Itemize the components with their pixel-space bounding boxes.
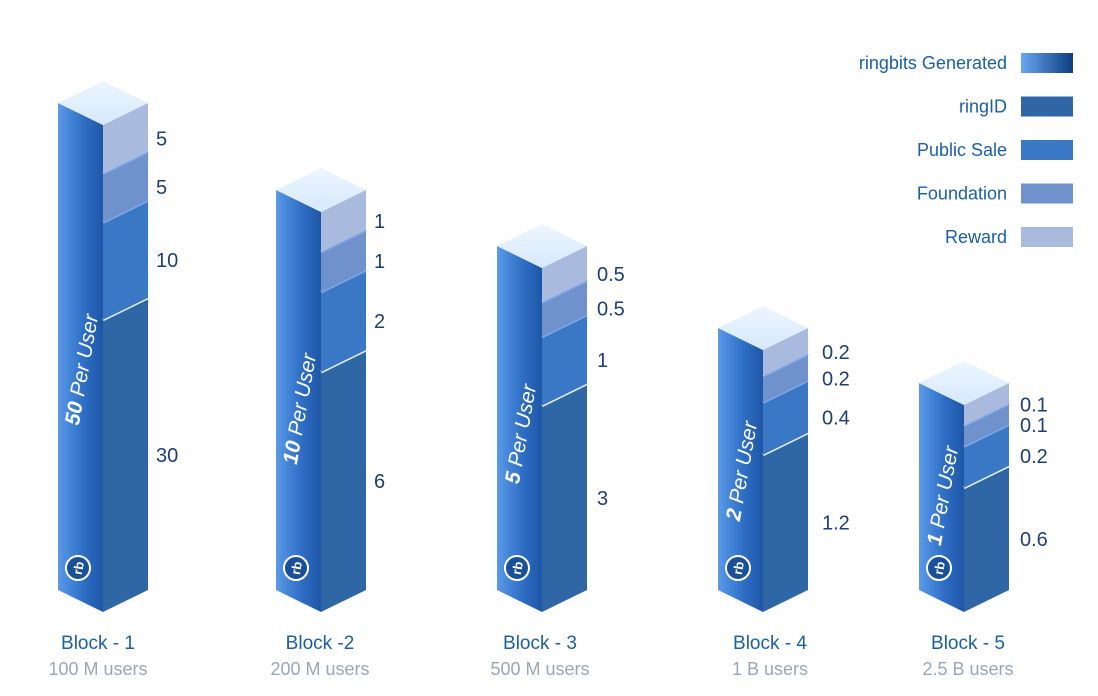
legend-label: ringbits Generated xyxy=(859,53,1007,73)
legend-swatch xyxy=(1021,227,1073,247)
legend-label: ringID xyxy=(959,97,1007,117)
legend-entry: ringID xyxy=(959,96,1073,117)
bar-segment-reward xyxy=(103,103,148,174)
category-label: Block - 5 xyxy=(931,633,1005,654)
bar-segment-foundation xyxy=(321,230,366,292)
per-user-number: 2 xyxy=(722,507,747,524)
legend-entry: Public Sale xyxy=(917,140,1073,160)
rb-logo-icon: rb xyxy=(504,555,530,581)
bar-segment-public-sale xyxy=(103,200,148,320)
bar-segment-ringid xyxy=(763,432,808,612)
category-subtitle: 200 M users xyxy=(270,659,369,679)
block-top-face xyxy=(276,168,366,212)
bar-segment-ringid xyxy=(542,383,587,612)
block-top-face xyxy=(58,81,148,125)
block-top-face xyxy=(497,224,587,268)
bar-segment-reward xyxy=(964,383,1009,426)
block-front-face xyxy=(497,246,542,612)
value-label-foundation: 0.2 xyxy=(822,368,850,390)
bar-segment-public-sale xyxy=(542,314,587,406)
value-label-public-sale: 0.2 xyxy=(1020,446,1048,468)
value-label-public-sale: 1 xyxy=(597,350,608,372)
svg-text:rb: rb xyxy=(730,560,747,575)
svg-text:rb: rb xyxy=(288,560,305,575)
block-top-face xyxy=(718,306,808,350)
block-front-face xyxy=(276,190,321,612)
bar-segment-reward xyxy=(542,246,587,303)
value-label-reward: 0.1 xyxy=(1020,394,1048,416)
legend-entry: Reward xyxy=(945,227,1073,247)
rb-logo-icon: rb xyxy=(283,555,309,581)
value-label-foundation: 0.5 xyxy=(597,299,625,321)
per-user-number: 5 xyxy=(501,470,526,486)
category-subtitle: 1 B users xyxy=(732,659,808,679)
legend-label: Reward xyxy=(945,227,1007,247)
value-label-reward: 1 xyxy=(374,211,385,233)
per-user-number: 50 xyxy=(61,400,88,427)
legend-swatch xyxy=(1021,183,1073,204)
category-label: Block -2 xyxy=(286,633,355,654)
svg-text:rb: rb xyxy=(70,560,87,575)
category-subtitle: 100 M users xyxy=(48,659,147,679)
value-label-foundation: 1 xyxy=(374,251,385,273)
value-label-reward: 0.2 xyxy=(822,342,850,364)
bar-segment-foundation xyxy=(542,280,587,337)
bar-segment-reward xyxy=(763,328,808,377)
value-label-ringid: 0.6 xyxy=(1020,529,1048,551)
block-top-face xyxy=(919,361,1009,405)
category-label: Block - 3 xyxy=(503,633,577,654)
value-label-public-sale: 2 xyxy=(374,311,385,333)
block-front-face xyxy=(718,328,763,612)
value-label-reward: 5 xyxy=(156,128,167,150)
bar-segment-public-sale xyxy=(763,380,808,455)
svg-text:rb: rb xyxy=(509,560,526,575)
legend-label: Public Sale xyxy=(917,140,1007,160)
per-user-number: 10 xyxy=(279,439,306,466)
legend-swatch xyxy=(1021,96,1073,117)
legend-swatch xyxy=(1021,140,1073,160)
rb-logo-icon: rb xyxy=(725,555,751,581)
block-front-face xyxy=(919,383,964,612)
legend-entry: ringbits Generated xyxy=(859,53,1073,73)
bar-segment-ringid xyxy=(321,350,366,612)
bar-segment-foundation xyxy=(964,403,1009,447)
bar-segment-ringid xyxy=(964,465,1009,612)
block-front-face xyxy=(58,103,103,612)
value-label-ringid: 6 xyxy=(374,471,385,493)
bar-segment-public-sale xyxy=(321,270,366,372)
bar-segment-foundation xyxy=(763,354,808,403)
rb-logo-icon: rb xyxy=(926,555,952,581)
value-label-foundation: 5 xyxy=(156,177,167,199)
category-label: Block - 4 xyxy=(733,633,807,654)
value-label-ringid: 30 xyxy=(156,445,178,467)
value-label-public-sale: 0.4 xyxy=(822,408,850,430)
category-label: Block - 1 xyxy=(61,633,135,654)
value-label-reward: 0.5 xyxy=(597,264,625,286)
bar-segment-ringid xyxy=(103,297,148,612)
legend-entry: Foundation xyxy=(917,183,1073,204)
bar-segment-public-sale xyxy=(964,424,1009,488)
category-subtitle: 500 M users xyxy=(490,659,589,679)
per-user-number: 1 xyxy=(923,532,948,548)
legend-label: Foundation xyxy=(917,184,1007,204)
svg-text:rb: rb xyxy=(931,560,948,575)
legend-swatch xyxy=(1021,53,1073,73)
legend: ringbits Generated ringID Public Sale Found… xyxy=(859,53,1073,247)
bar-segment-reward xyxy=(321,190,366,252)
category-subtitle: 2.5 B users xyxy=(922,659,1013,679)
rb-logo-icon: rb xyxy=(65,555,91,581)
value-label-ringid: 3 xyxy=(597,488,608,510)
value-label-public-sale: 10 xyxy=(156,250,178,272)
value-label-ringid: 1.2 xyxy=(822,512,850,534)
value-label-foundation: 0.1 xyxy=(1020,415,1048,437)
